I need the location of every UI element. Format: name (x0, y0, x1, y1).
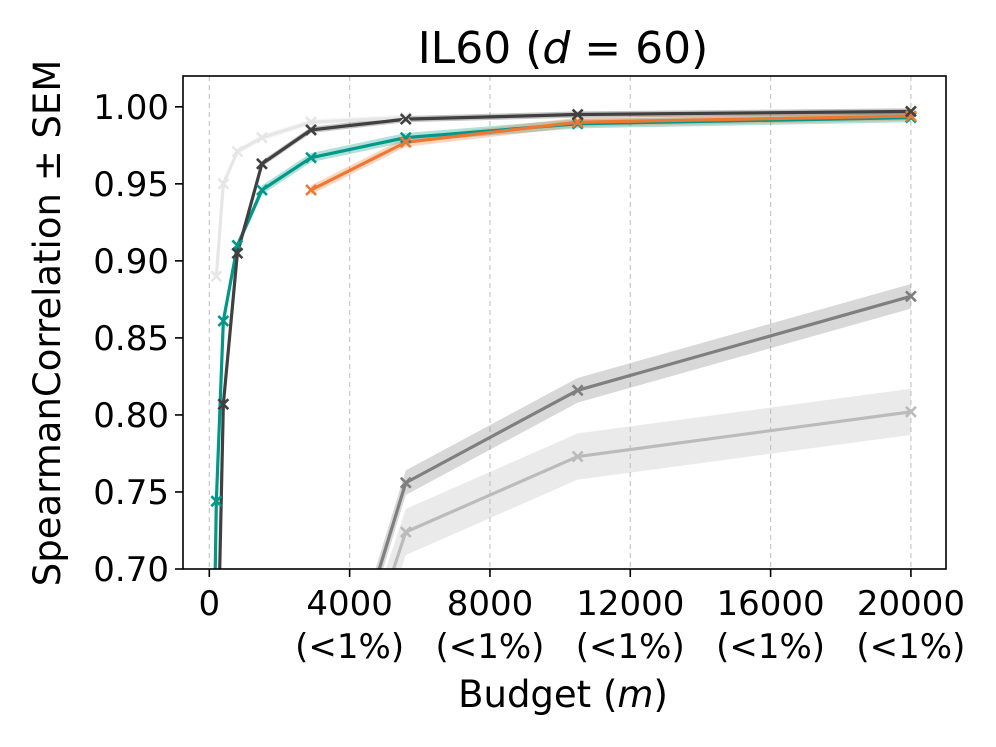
dark-gray-data-point (305, 124, 317, 136)
x-tick-label: 8000 (447, 584, 534, 624)
medium-gray-series-line (377, 294, 912, 569)
chart-title-text: IL60 ( (418, 23, 543, 74)
y-tick-label: 1.00 (93, 88, 169, 128)
x-axis-label-end: ) (653, 673, 667, 716)
x-tick-label: 20000 (857, 584, 965, 624)
grid-lines (208, 76, 912, 569)
x-axis-label-variable: m (617, 673, 653, 716)
light-gray-data-point (210, 270, 223, 283)
dark-gray-data-point (231, 247, 244, 260)
dark-gray-data-point (399, 113, 412, 126)
teal-data-point (217, 315, 230, 327)
dark-gray-data-point (571, 108, 584, 121)
x-tick-label: 0 (198, 584, 220, 624)
dark-gray-data-point (217, 398, 230, 411)
orange-data-point (305, 184, 317, 196)
y-axis-label: SpearmanCorrelation ± SEM (26, 60, 69, 586)
medium-gray-data-point (327, 718, 337, 728)
y-tick-label: 0.95 (93, 165, 169, 205)
y-tick-label: 0.80 (93, 396, 169, 436)
orange-data-point (399, 136, 412, 149)
teal-data-point (210, 495, 223, 508)
y-axis-ticks: 0.70 0.75 0.80 0.85 0.90 0.95 1.00 (93, 88, 183, 590)
chart-title-variable: d (542, 23, 571, 74)
x-tick-sublabel: (<1%) (716, 627, 825, 667)
teal-data-point (208, 718, 218, 728)
orange-data-point (905, 110, 917, 122)
silver-sem-band (385, 388, 911, 569)
medium-gray-data-point (399, 476, 412, 489)
x-axis-ticks: 0 4000(<1%)8000(<1%)12000(<1%)16000(<1%)2… (198, 569, 965, 667)
silver-data-point (338, 718, 348, 728)
y-tick-label: 0.90 (93, 242, 169, 282)
teal-data-point (305, 151, 317, 164)
x-axis-label-text: Budget ( (458, 673, 617, 716)
y-tick-label: 0.75 (93, 473, 169, 513)
chart-title: IL60 (d = 60) (418, 23, 709, 74)
silver-series-line (391, 410, 912, 569)
light-gray-data-point (217, 177, 230, 190)
chart-title-equation: = 60) (570, 23, 708, 74)
orange-series-line (310, 114, 911, 192)
x-axis-label: Budget (m) (458, 673, 668, 716)
dark-gray-data-point (211, 718, 221, 728)
data-point-markers (208, 105, 917, 728)
light-gray-series-line (214, 115, 406, 277)
teal-data-point (256, 184, 268, 196)
silver-data-point (571, 450, 584, 463)
plot-area-frame (182, 75, 947, 570)
silver-data-point (905, 405, 917, 418)
y-tick-label: 0.85 (93, 319, 169, 359)
y-tick-label: 0.70 (93, 550, 169, 590)
x-tick-label: 16000 (717, 584, 825, 624)
x-tick-sublabel: (<1%) (295, 627, 404, 667)
x-tick-sublabel: (<1%) (576, 627, 685, 667)
light-gray-data-point (231, 145, 244, 158)
x-tick-sublabel: (<1%) (856, 627, 965, 667)
medium-gray-data-point (905, 290, 917, 303)
medium-gray-data-point (571, 384, 584, 397)
x-tick-label: 4000 (306, 584, 393, 624)
dark-gray-series-line (218, 109, 911, 569)
silver-data-point (399, 526, 412, 538)
teal-data-point (399, 131, 412, 144)
dark-gray-data-point (256, 157, 268, 170)
light-gray-data-point (256, 131, 268, 144)
x-tick-label: 12000 (576, 584, 684, 624)
x-tick-sublabel: (<1%) (435, 627, 544, 667)
dark-gray-data-point (905, 105, 917, 118)
